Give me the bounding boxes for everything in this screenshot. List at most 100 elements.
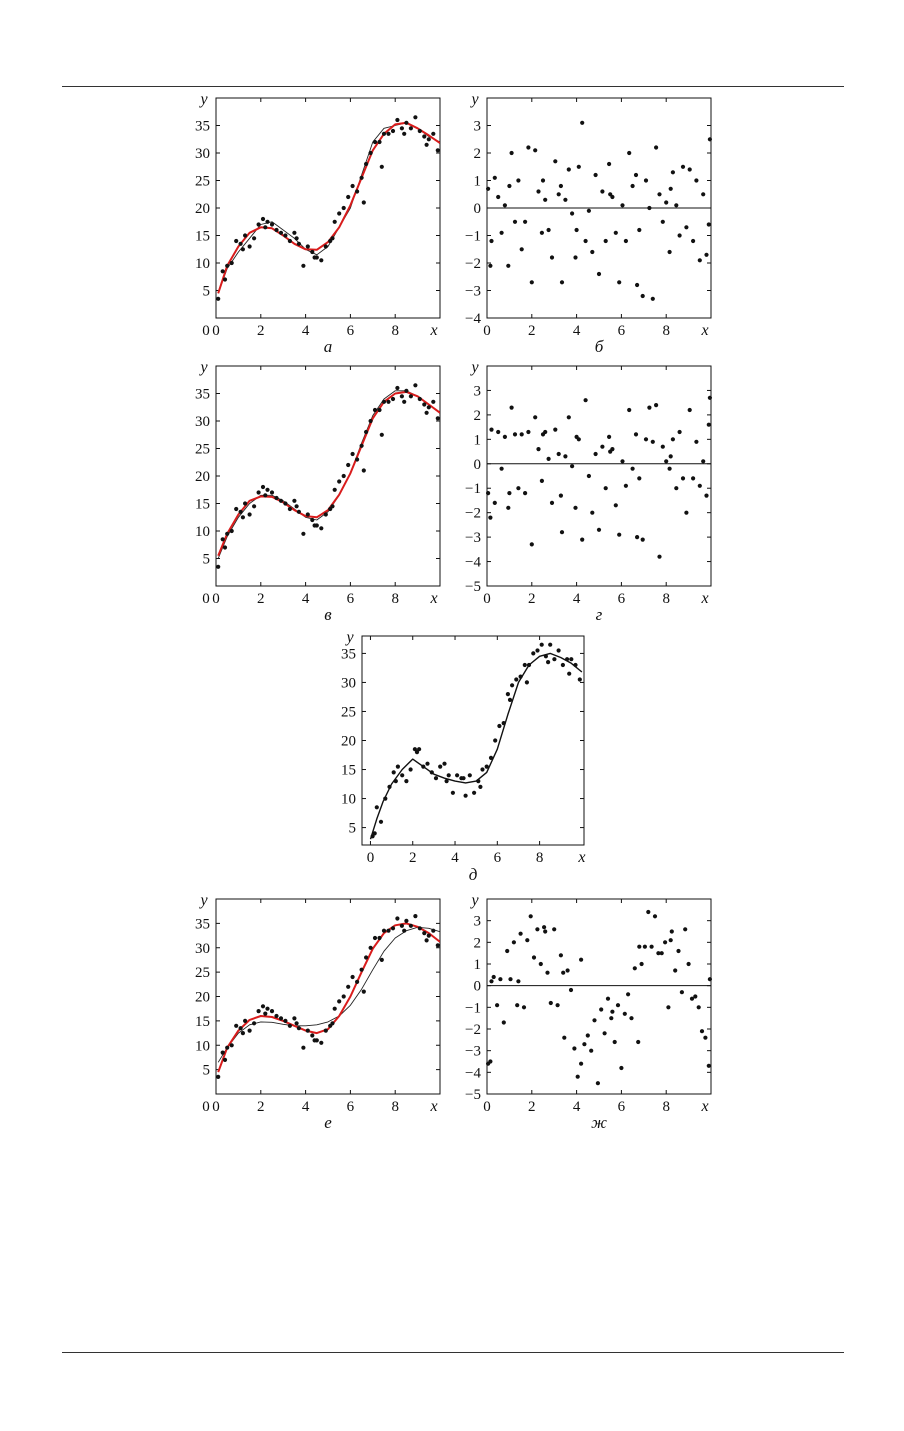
data-point xyxy=(613,503,618,508)
data-point xyxy=(395,385,400,391)
x-tick-label: 6 xyxy=(347,591,355,607)
origin-label: 0 xyxy=(202,591,210,607)
data-point xyxy=(540,178,546,183)
top-rule xyxy=(62,86,844,87)
data-point xyxy=(332,487,337,492)
data-point xyxy=(516,979,521,984)
data-point xyxy=(489,238,494,244)
x-tick-label: 8 xyxy=(662,1099,670,1115)
fit-curve-red xyxy=(217,390,440,557)
data-point xyxy=(310,1033,315,1038)
y-tick-label: 3 xyxy=(474,914,482,930)
data-point xyxy=(609,1016,614,1021)
data-point xyxy=(659,951,664,956)
y-tick-label: 35 xyxy=(195,119,210,135)
x-tick-label: 0 xyxy=(212,1099,220,1115)
data-point xyxy=(548,1000,553,1006)
y-axis-label: y xyxy=(198,359,208,376)
data-point xyxy=(378,819,384,824)
data-point xyxy=(377,407,382,413)
data-point xyxy=(543,197,548,202)
data-point xyxy=(400,773,405,778)
data-point xyxy=(265,219,270,224)
data-point xyxy=(573,505,578,510)
data-point xyxy=(381,928,387,933)
data-point xyxy=(526,429,531,435)
data-point xyxy=(296,241,301,246)
data-point xyxy=(509,150,514,156)
data-point xyxy=(600,444,605,449)
y-tick-label: 30 xyxy=(195,146,210,162)
data-point xyxy=(539,230,545,235)
data-point xyxy=(646,909,651,915)
panel-caption: а xyxy=(324,337,333,356)
x-axis-label: x xyxy=(577,849,585,866)
data-point xyxy=(310,249,315,255)
data-point xyxy=(372,935,378,941)
data-point xyxy=(387,784,392,790)
data-point xyxy=(243,1018,248,1024)
x-tick-label: 2 xyxy=(257,323,265,339)
y-tick-label: 30 xyxy=(341,675,356,691)
y-tick-label: 25 xyxy=(341,704,356,720)
data-point xyxy=(562,1035,567,1040)
data-point xyxy=(607,161,612,167)
data-point xyxy=(364,429,369,435)
data-point xyxy=(608,449,613,454)
data-point xyxy=(556,451,561,457)
data-point xyxy=(404,779,409,784)
data-point xyxy=(216,564,221,569)
x-tick-label: 2 xyxy=(257,591,265,607)
data-point xyxy=(422,931,427,936)
data-point xyxy=(247,1028,252,1033)
fit-curve-red xyxy=(217,121,440,294)
data-point xyxy=(542,925,547,930)
x-tick-label: 0 xyxy=(483,323,491,339)
data-point xyxy=(364,161,369,167)
data-point xyxy=(572,1046,577,1051)
data-point xyxy=(633,172,639,178)
data-point xyxy=(546,227,551,233)
data-point xyxy=(486,491,491,496)
y-tick-label: 0 xyxy=(474,979,482,995)
data-point xyxy=(478,784,483,790)
x-tick-label: 8 xyxy=(391,323,399,339)
data-point xyxy=(269,490,275,495)
data-point xyxy=(593,451,598,457)
data-point xyxy=(442,761,447,766)
y-tick-label: 2 xyxy=(474,408,482,424)
data-point xyxy=(704,252,709,257)
data-point xyxy=(499,466,504,471)
data-point xyxy=(278,230,284,235)
data-point xyxy=(263,225,268,230)
data-point xyxy=(412,747,417,752)
data-point xyxy=(484,764,489,769)
data-point xyxy=(287,506,292,512)
data-point xyxy=(558,953,564,958)
data-point xyxy=(642,944,648,949)
data-point xyxy=(526,662,532,668)
data-point xyxy=(372,831,377,836)
data-point xyxy=(256,490,261,495)
x-tick-label: 2 xyxy=(528,323,536,339)
origin-label: 0 xyxy=(202,323,210,339)
data-point xyxy=(586,208,592,213)
data-point xyxy=(574,227,579,233)
y-tick-label: 0 xyxy=(474,201,482,217)
data-point xyxy=(408,394,413,399)
y-tick-label: 5 xyxy=(203,552,211,568)
data-point xyxy=(657,554,662,559)
y-tick-label: −4 xyxy=(465,311,481,327)
data-point xyxy=(519,432,524,437)
y-tick-label: 5 xyxy=(203,1063,211,1079)
data-point xyxy=(552,657,557,662)
data-point xyxy=(593,172,598,178)
data-point xyxy=(524,680,530,685)
x-tick-label: 0 xyxy=(483,591,491,607)
data-point xyxy=(426,137,431,142)
data-point xyxy=(435,416,440,421)
data-point xyxy=(528,914,533,919)
y-tick-label: 20 xyxy=(195,201,210,217)
data-point xyxy=(260,216,266,222)
data-point xyxy=(390,926,396,931)
